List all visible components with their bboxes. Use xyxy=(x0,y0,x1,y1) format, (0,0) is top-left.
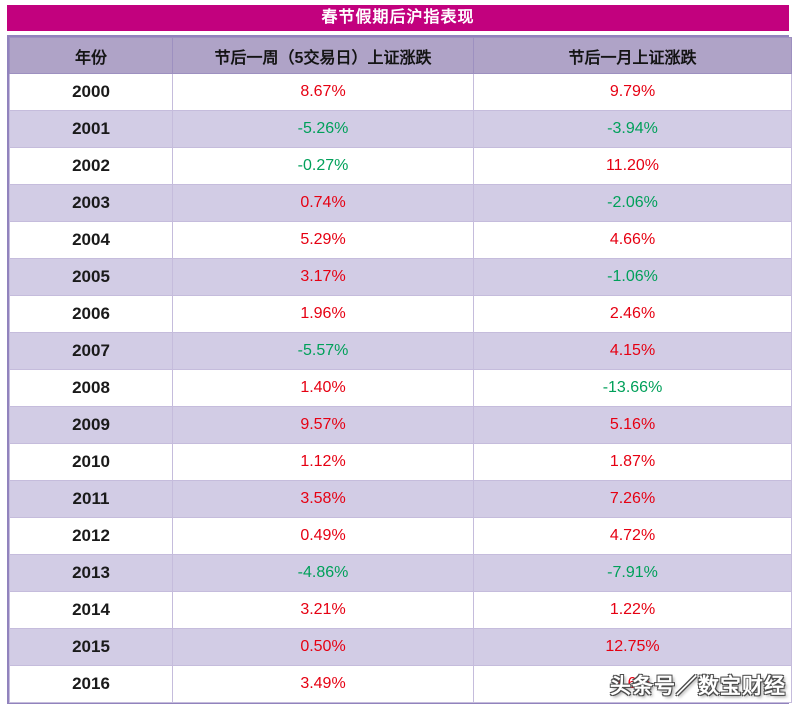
year-cell: 2003 xyxy=(9,184,173,222)
header-row: 年份 节后一周（5交易日）上证涨跌 节后一月上证涨跌 xyxy=(9,37,792,74)
table-row: 2012 0.49% 4.72% xyxy=(9,517,792,555)
week-change-cell: 0.49% xyxy=(172,517,474,555)
year-cell: 2009 xyxy=(9,406,173,444)
month-change-cell: 1.6% xyxy=(473,665,792,703)
week-change-cell: 1.12% xyxy=(172,443,474,481)
week-change-cell: 1.96% xyxy=(172,295,474,333)
week-change-cell: 0.50% xyxy=(172,628,474,666)
data-table: 年份 节后一周（5交易日）上证涨跌 节后一月上证涨跌 2000 8.67% 9.… xyxy=(9,37,792,703)
table-row: 2014 3.21% 1.22% xyxy=(9,591,792,629)
week-change-cell: 3.49% xyxy=(172,665,474,703)
month-change-cell: 4.15% xyxy=(473,332,792,370)
week-change-cell: 5.29% xyxy=(172,221,474,259)
year-cell: 2004 xyxy=(9,221,173,259)
table-row: 2005 3.17% -1.06% xyxy=(9,258,792,296)
table-row: 2016 3.49% 1.6% xyxy=(9,665,792,703)
week-change-cell: 0.74% xyxy=(172,184,474,222)
week-change-cell: -5.57% xyxy=(172,332,474,370)
year-cell: 2011 xyxy=(9,480,173,518)
month-change-cell: 2.46% xyxy=(473,295,792,333)
table-row: 2001 -5.26% -3.94% xyxy=(9,110,792,148)
year-cell: 2007 xyxy=(9,332,173,370)
month-change-cell: 7.26% xyxy=(473,480,792,518)
week-change-cell: -5.26% xyxy=(172,110,474,148)
year-cell: 2005 xyxy=(9,258,173,296)
week-change-cell: 8.67% xyxy=(172,73,474,111)
month-change-cell: 4.66% xyxy=(473,221,792,259)
year-cell: 2013 xyxy=(9,554,173,592)
table-row: 2002 -0.27% 11.20% xyxy=(9,147,792,185)
page-title: 春节假期后沪指表现 xyxy=(7,5,789,31)
year-cell: 2010 xyxy=(9,443,173,481)
table-row: 2010 1.12% 1.87% xyxy=(9,443,792,481)
column-header-year: 年份 xyxy=(9,37,173,74)
week-change-cell: 9.57% xyxy=(172,406,474,444)
week-change-cell: 3.21% xyxy=(172,591,474,629)
year-cell: 2012 xyxy=(9,517,173,555)
month-change-cell: -13.66% xyxy=(473,369,792,407)
table-row: 2004 5.29% 4.66% xyxy=(9,221,792,259)
month-change-cell: -7.91% xyxy=(473,554,792,592)
month-change-cell: 5.16% xyxy=(473,406,792,444)
month-change-cell: -3.94% xyxy=(473,110,792,148)
month-change-cell: 12.75% xyxy=(473,628,792,666)
table-row: 2015 0.50% 12.75% xyxy=(9,628,792,666)
year-cell: 2002 xyxy=(9,147,173,185)
year-cell: 2016 xyxy=(9,665,173,703)
month-change-cell: 9.79% xyxy=(473,73,792,111)
column-header-week-change: 节后一周（5交易日）上证涨跌 xyxy=(172,37,474,74)
month-change-cell: 11.20% xyxy=(473,147,792,185)
year-cell: 2015 xyxy=(9,628,173,666)
year-cell: 2014 xyxy=(9,591,173,629)
week-change-cell: -4.86% xyxy=(172,554,474,592)
table-row: 2003 0.74% -2.06% xyxy=(9,184,792,222)
month-change-cell: -1.06% xyxy=(473,258,792,296)
month-change-cell: 1.22% xyxy=(473,591,792,629)
month-change-cell: -2.06% xyxy=(473,184,792,222)
table-row: 2007 -5.57% 4.15% xyxy=(9,332,792,370)
month-change-cell: 1.87% xyxy=(473,443,792,481)
table-body: 2000 8.67% 9.79% 2001 -5.26% -3.94% 2002… xyxy=(9,73,792,703)
table-row: 2009 9.57% 5.16% xyxy=(9,406,792,444)
week-change-cell: 3.58% xyxy=(172,480,474,518)
week-change-cell: 1.40% xyxy=(172,369,474,407)
month-change-cell: 4.72% xyxy=(473,517,792,555)
table-row: 2013 -4.86% -7.91% xyxy=(9,554,792,592)
table-row: 2011 3.58% 7.26% xyxy=(9,480,792,518)
week-change-cell: 3.17% xyxy=(172,258,474,296)
week-change-cell: -0.27% xyxy=(172,147,474,185)
year-cell: 2008 xyxy=(9,369,173,407)
column-header-month-change: 节后一月上证涨跌 xyxy=(473,37,792,74)
table-row: 2008 1.40% -13.66% xyxy=(9,369,792,407)
table-frame: 年份 节后一周（5交易日）上证涨跌 节后一月上证涨跌 2000 8.67% 9.… xyxy=(7,35,792,704)
table-row: 2000 8.67% 9.79% xyxy=(9,73,792,111)
table-row: 2006 1.96% 2.46% xyxy=(9,295,792,333)
year-cell: 2000 xyxy=(9,73,173,111)
year-cell: 2001 xyxy=(9,110,173,148)
year-cell: 2006 xyxy=(9,295,173,333)
